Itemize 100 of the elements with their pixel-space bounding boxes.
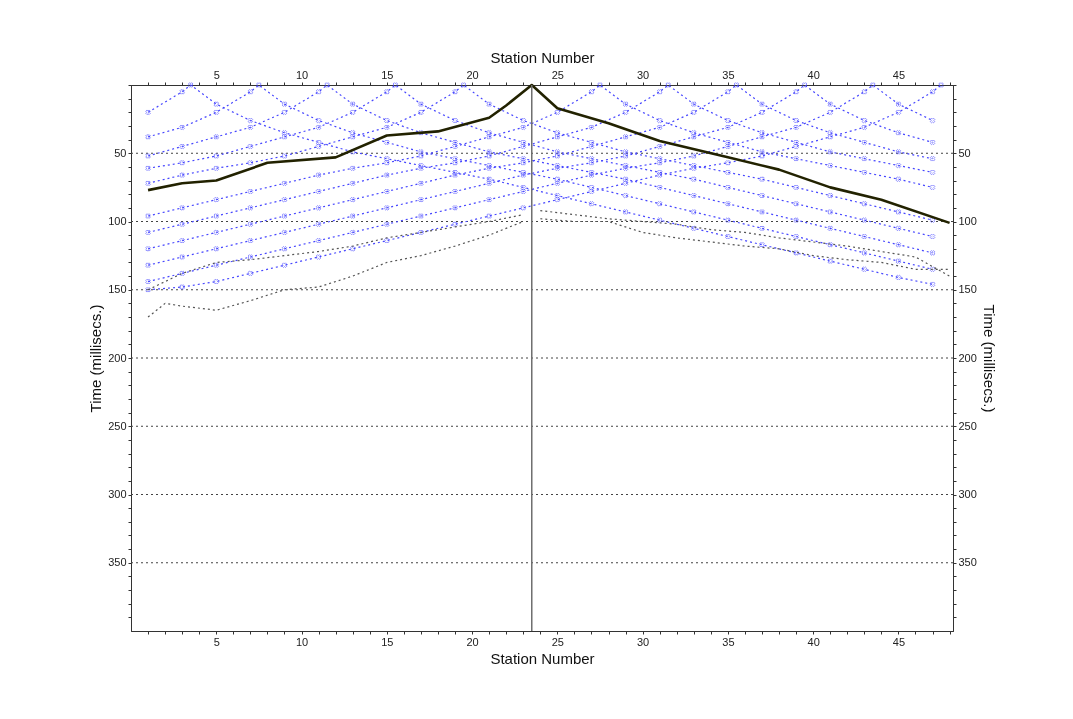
point (179, 143, 185, 150)
point (691, 225, 697, 232)
point (452, 143, 458, 150)
point (418, 130, 424, 136)
point (213, 196, 219, 203)
point (520, 188, 526, 195)
point (315, 89, 322, 95)
x-tick-label: 45 (892, 635, 906, 648)
point (452, 160, 458, 166)
point (895, 130, 902, 136)
point (588, 139, 595, 146)
x2-axis-title: Station Number (490, 48, 595, 66)
point (827, 149, 833, 155)
point (452, 155, 458, 162)
point (281, 262, 288, 268)
point (870, 82, 876, 88)
point (179, 172, 185, 178)
point (861, 201, 868, 207)
y2-tick-label: 100 (958, 215, 977, 227)
point (759, 176, 765, 182)
point (247, 188, 254, 195)
point (588, 201, 595, 207)
point (145, 180, 151, 186)
x-tick-label: 25 (551, 635, 564, 648)
point (793, 155, 799, 162)
point (793, 201, 799, 207)
point (656, 160, 663, 166)
point (895, 109, 902, 116)
point (452, 188, 458, 195)
point (588, 89, 595, 95)
point (656, 117, 663, 124)
point (418, 153, 424, 159)
point (588, 172, 595, 178)
point (486, 180, 492, 186)
point (315, 188, 322, 195)
point (691, 209, 697, 215)
point (861, 155, 868, 162)
point (929, 250, 936, 256)
point (895, 274, 902, 281)
point (213, 213, 219, 219)
point (725, 139, 731, 146)
point (213, 101, 219, 107)
point (520, 155, 526, 162)
point (452, 139, 458, 146)
point (520, 139, 526, 146)
point (793, 124, 799, 131)
y-axis-title: Time (millisecs.) (87, 304, 105, 413)
point (213, 134, 219, 140)
point (861, 169, 868, 176)
point (349, 213, 356, 219)
point (588, 184, 595, 191)
point (145, 262, 151, 268)
point (520, 124, 526, 131)
point (349, 165, 356, 171)
point (213, 262, 219, 268)
point (725, 233, 731, 240)
point (281, 180, 288, 186)
point (861, 266, 868, 272)
point (520, 205, 526, 211)
line-series (147, 214, 524, 291)
point (392, 82, 399, 88)
point (622, 192, 629, 199)
point (622, 109, 629, 116)
point (554, 162, 561, 169)
point (452, 221, 458, 227)
point (793, 184, 799, 191)
x-tick-label: 30 (636, 635, 650, 648)
point (622, 162, 629, 169)
point (179, 124, 185, 131)
point (281, 109, 288, 116)
point (554, 192, 561, 199)
point (554, 165, 561, 171)
point (895, 162, 902, 169)
point (554, 109, 561, 116)
point (656, 217, 663, 223)
point (725, 89, 731, 95)
point (895, 225, 902, 232)
point (759, 192, 765, 199)
point (384, 124, 390, 131)
point (213, 165, 219, 171)
point (691, 130, 697, 136)
y-tick-label: 350 (108, 556, 127, 569)
point (349, 109, 356, 116)
x-axis-title: Station Number (490, 649, 595, 667)
point (520, 117, 526, 124)
point (725, 117, 731, 124)
point (179, 205, 185, 211)
point (418, 109, 424, 116)
point (622, 134, 629, 140)
point (247, 254, 254, 260)
point (793, 89, 799, 95)
point (725, 217, 731, 223)
point (324, 82, 330, 88)
point (213, 278, 219, 285)
point (486, 196, 492, 203)
point (213, 153, 219, 159)
line-series (147, 220, 524, 318)
point (520, 169, 526, 176)
x2-tick-label: 5 (213, 68, 220, 81)
y-tick-label: 300 (108, 488, 127, 500)
